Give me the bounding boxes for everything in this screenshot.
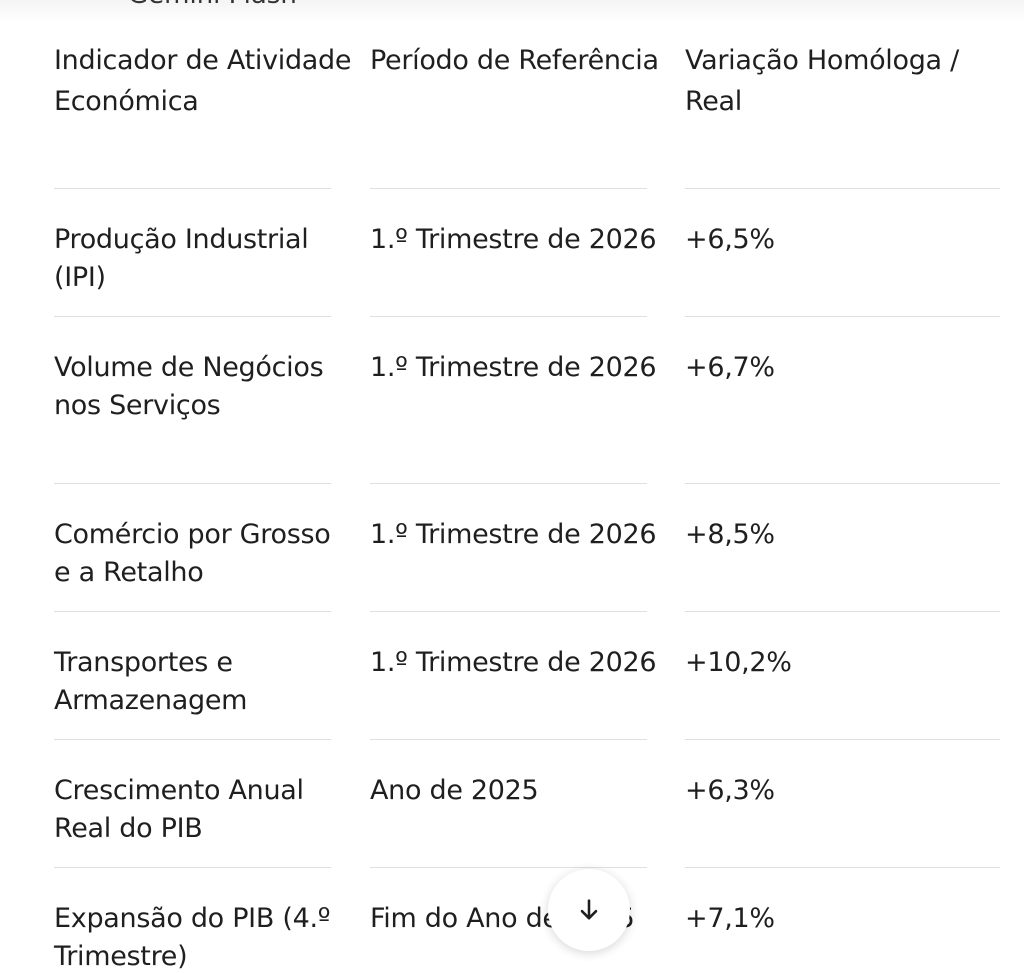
cell-indicator: Expansão do PIB (4.º Trimestre) [54, 903, 331, 972]
cell-period: Fim do Ano de 2025 [370, 903, 635, 934]
header-cell-period: Período de Referência [370, 45, 659, 76]
header-cell-variation: Variação Homóloga / Real [685, 45, 959, 117]
cell-period: 1.º Trimestre de 2026 [370, 224, 657, 255]
scroll-to-bottom-button[interactable] [548, 869, 630, 951]
table-row: Crescimento Anual Real do PIB Ano de 202… [54, 739, 1000, 868]
cell-period: 1.º Trimestre de 2026 [370, 519, 657, 550]
arrow-down-icon [580, 899, 598, 920]
table-row: Transportes e Armazenagem 1.º Trimestre … [54, 611, 1000, 740]
top-fade [0, 0, 1024, 22]
model-label: Gemini Flash [128, 0, 297, 10]
cell-indicator: Comércio por Grosso e a Retalho [54, 519, 331, 588]
cell-indicator: Transportes e Armazenagem [54, 647, 248, 716]
cell-variation: +8,5% [685, 519, 775, 550]
data-table: Indicador de Atividade Económica Período… [54, 0, 1000, 973]
cell-variation: +6,7% [685, 352, 775, 383]
table-header-row: Indicador de Atividade Económica Período… [54, 0, 1000, 189]
cell-indicator: Produção Industrial (IPI) [54, 224, 309, 293]
cell-period: 1.º Trimestre de 2026 [370, 647, 657, 678]
cell-period: 1.º Trimestre de 2026 [370, 352, 657, 383]
table-row: Comércio por Grosso e a Retalho 1.º Trim… [54, 483, 1000, 612]
cell-variation: +10,2% [685, 647, 792, 678]
cell-period: Ano de 2025 [370, 775, 539, 806]
cell-variation: +7,1% [685, 903, 775, 934]
cell-variation: +6,5% [685, 224, 775, 255]
cell-variation: +6,3% [685, 775, 775, 806]
table-row: Volume de Negócios nos Serviços 1.º Trim… [54, 316, 1000, 484]
table-row: Expansão do PIB (4.º Trimestre) Fim do A… [54, 867, 1000, 973]
cell-indicator: Crescimento Anual Real do PIB [54, 775, 304, 844]
header-cell-indicator: Indicador de Atividade Económica [54, 45, 352, 117]
cell-indicator: Volume de Negócios nos Serviços [54, 352, 324, 421]
table-row: Produção Industrial (IPI) 1.º Trimestre … [54, 188, 1000, 317]
